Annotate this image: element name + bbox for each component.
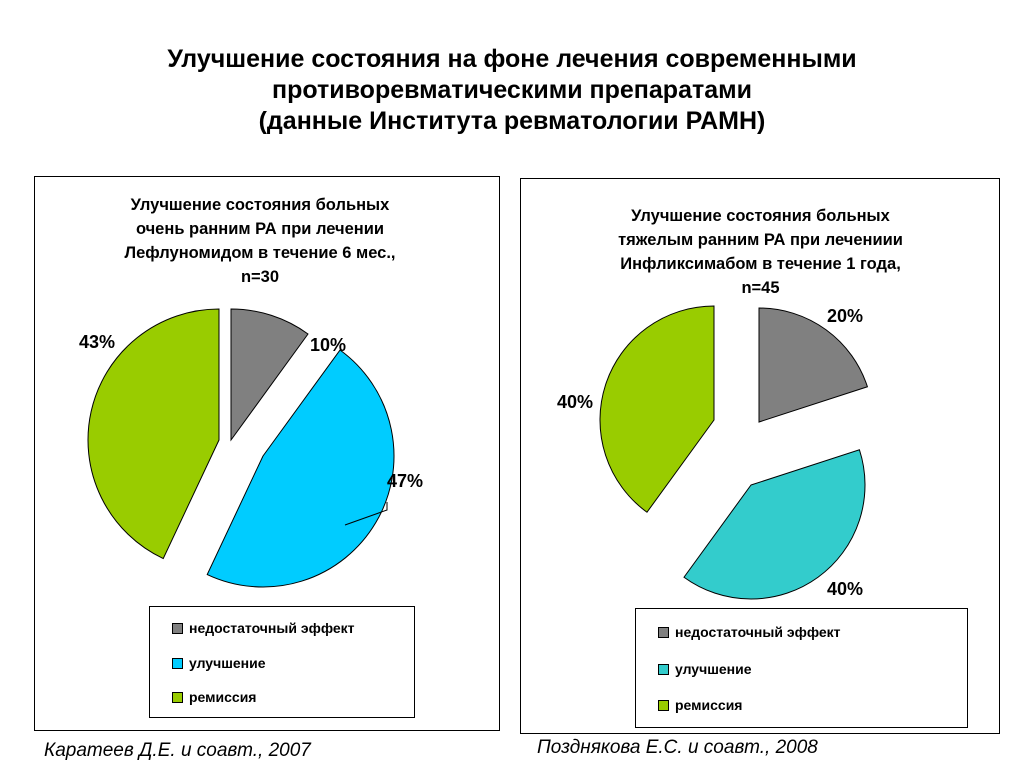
- legend-item-improvement: улучшение: [658, 660, 752, 678]
- pie-slice-insufficient: [230, 308, 309, 442]
- chart-legend: недостаточный эффект улучшение ремиссия: [635, 608, 968, 728]
- chart-panel-infliximab: Улучшение состояния больных тяжелым ранн…: [520, 178, 1000, 734]
- legend-swatch: [658, 699, 669, 711]
- page-title-line-2: противоревматическими препаратами: [272, 76, 752, 104]
- chart-title-line-1: Улучшение состояния больных: [130, 196, 390, 214]
- legend-swatch: [658, 663, 669, 675]
- legend-item-insufficient: недостаточный эффект: [658, 623, 841, 641]
- legend-swatch: [172, 622, 183, 634]
- chart-title-line-2: тяжелым ранним РА при лечениии: [618, 231, 903, 249]
- chart-title-line-3: Инфликсимабом в течение 1 года,: [620, 255, 901, 273]
- legend-label: улучшение: [675, 661, 752, 677]
- data-label-remission: 43%: [79, 332, 115, 352]
- chart-title: Улучшение состояния больных очень ранним…: [65, 193, 455, 289]
- pie-slice-remission: [87, 308, 220, 560]
- page-title: Улучшение состояния на фоне лечения совр…: [0, 44, 1024, 137]
- chart-title-line-4: n=30: [240, 268, 280, 286]
- legend-label: ремиссия: [675, 697, 743, 713]
- chart-title-line-4: n=45: [741, 279, 780, 297]
- legend-swatch: [658, 626, 669, 638]
- legend-item-remission: ремиссия: [172, 688, 256, 706]
- legend-swatch: [172, 657, 183, 669]
- legend-label: недостаточный эффект: [675, 624, 841, 640]
- chart-title: Улучшение состояния больных тяжелым ранн…: [563, 204, 958, 300]
- chart-legend: недостаточный эффект улучшение ремиссия: [149, 606, 415, 718]
- legend-item-insufficient: недостаточный эффект: [172, 619, 355, 637]
- chart-title-line-1: Улучшение состояния больных: [631, 207, 890, 225]
- legend-label: ремиссия: [189, 689, 257, 705]
- pie-slice-remission: [599, 305, 715, 513]
- legend-label: улучшение: [189, 655, 266, 671]
- legend-swatch: [172, 691, 183, 703]
- legend-label: недостаточный эффект: [189, 620, 355, 636]
- data-label-improvement: 40%: [827, 579, 863, 599]
- chart-title-line-2: очень ранним РА при лечении: [135, 220, 385, 238]
- legend-item-remission: ремиссия: [658, 696, 742, 714]
- pie-slice-insufficient: [758, 307, 869, 423]
- chart-title-line-3: Лефлуномидом в течение 6 мес.,: [124, 244, 396, 262]
- label-leader-line: [344, 502, 388, 526]
- pie-slice-improvement: [683, 449, 866, 600]
- pie-chart: 10% 47% 43%: [79, 308, 423, 588]
- data-label-insufficient: 10%: [310, 335, 346, 355]
- pie-chart: 20% 40% 40%: [557, 305, 869, 600]
- pie-slice-improvement: [206, 349, 395, 588]
- page-title-line-1: Улучшение состояния на фоне лечения совр…: [167, 45, 857, 73]
- page-title-line-3: (данные Института ревматологии РАМН): [258, 107, 766, 135]
- legend-item-improvement: улучшение: [172, 654, 266, 672]
- citation-right: Позднякова Е.С. и соавт., 2008: [537, 737, 818, 758]
- data-label-insufficient: 20%: [827, 306, 863, 326]
- chart-panel-leflunomide: Улучшение состояния больных очень ранним…: [34, 176, 500, 731]
- data-label-improvement: 47%: [387, 471, 423, 491]
- data-label-remission: 40%: [557, 392, 593, 412]
- citation-left: Каратеев Д.Е. и соавт., 2007: [44, 740, 311, 761]
